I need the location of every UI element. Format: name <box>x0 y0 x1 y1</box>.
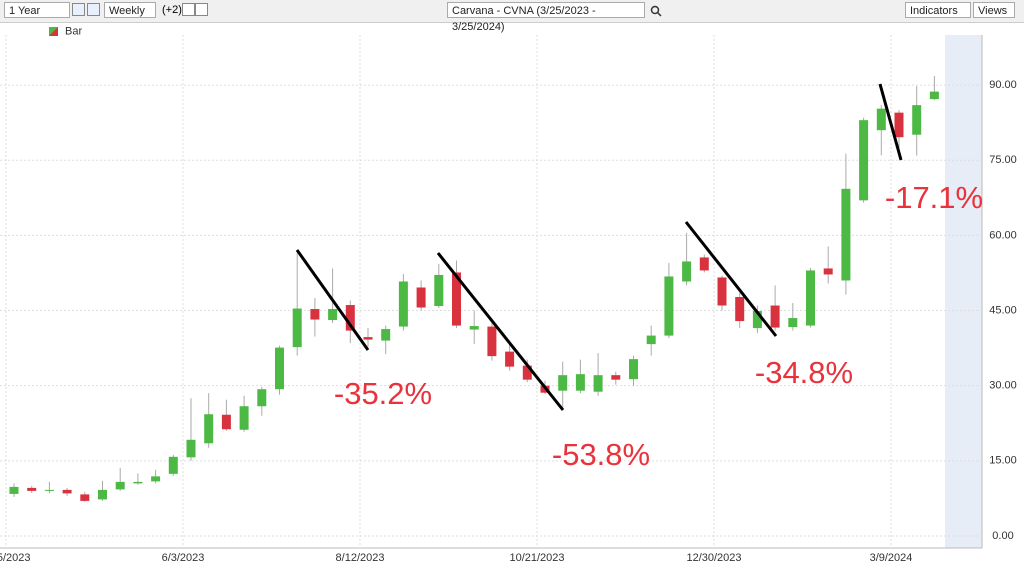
candle-body <box>9 486 19 494</box>
trend-lines <box>295 83 903 411</box>
candle-body <box>27 487 37 491</box>
candle-body <box>717 277 727 306</box>
candle-body <box>522 365 532 380</box>
candle-body <box>257 389 267 407</box>
candle-body <box>133 481 143 484</box>
trend-line <box>295 249 370 351</box>
candle-body <box>876 108 886 131</box>
candle-body <box>469 326 479 330</box>
candle-body <box>328 309 338 321</box>
candle-body <box>452 272 461 326</box>
candle-body <box>593 375 603 392</box>
annotation: -53.8% <box>552 437 650 472</box>
period-text: 1 Year <box>9 5 41 17</box>
indicators-text: Indicators <box>910 5 958 17</box>
remove-button[interactable] <box>195 3 208 16</box>
toolbar: 1 Year Weekly (+2) Carvana - CVNA (3/25/… <box>0 0 1024 33</box>
candle-body <box>823 268 833 275</box>
extra-text: (+2) <box>162 4 182 16</box>
candle-body <box>505 351 515 367</box>
candle-body <box>115 481 125 490</box>
annotation: -35.2% <box>334 376 432 411</box>
trend-line <box>684 221 778 337</box>
candle-body <box>929 91 939 100</box>
candle-body <box>398 281 408 327</box>
annotation: -17.1% <box>885 180 983 215</box>
candle-body <box>345 305 355 331</box>
views-text: Views <box>978 5 1008 17</box>
candle-body <box>434 274 444 307</box>
candle-body <box>912 105 922 135</box>
search-icon[interactable] <box>650 5 662 17</box>
x-tick-label: 10/21/2023 <box>509 552 564 564</box>
trend-line <box>878 83 903 161</box>
candle-body <box>80 494 90 501</box>
candle-body <box>735 297 745 322</box>
candle-body <box>186 439 196 458</box>
candle-body <box>682 261 692 282</box>
candle-body <box>806 270 815 326</box>
x-tick-label: 8/12/2023 <box>336 552 385 564</box>
future-shade <box>945 35 982 548</box>
candle-body <box>629 359 638 380</box>
y-tick-label: 75.00 <box>989 154 1017 166</box>
candle-body <box>44 489 54 491</box>
candle-body <box>646 335 656 345</box>
candle-body <box>558 375 568 391</box>
candle-body <box>292 308 302 348</box>
plot <box>0 35 982 548</box>
y-tick-label: 45.00 <box>989 304 1017 316</box>
candle-body <box>151 476 161 482</box>
indicators-button[interactable]: Indicators <box>905 2 971 18</box>
candle-body <box>204 414 214 444</box>
candle-body <box>381 329 391 341</box>
candle-body <box>841 188 851 281</box>
x-tick-label: 12/30/2023 <box>686 552 741 564</box>
candle-body <box>611 375 621 380</box>
candle-body <box>221 414 231 430</box>
candle-body <box>416 287 426 308</box>
y-tick-label: 0.00 <box>992 530 1013 542</box>
legend-label: Bar <box>65 25 82 37</box>
candle-body <box>168 456 178 474</box>
candle-body <box>239 406 249 430</box>
y-tick-label: 90.00 <box>989 79 1017 91</box>
candle-body <box>62 489 72 494</box>
add-button[interactable] <box>182 3 195 16</box>
candle-body <box>575 374 585 391</box>
trend-line <box>436 252 565 411</box>
period-select[interactable]: 1 Year <box>4 2 70 18</box>
candle-body <box>487 326 497 357</box>
zoom-in[interactable] <box>72 3 85 16</box>
candle-body <box>699 257 709 271</box>
annotation: -34.8% <box>755 355 853 390</box>
candle-body <box>859 120 869 201</box>
candle-body <box>664 276 674 336</box>
views-button[interactable]: Views <box>973 2 1015 18</box>
candle-body <box>752 311 762 329</box>
candle-body <box>310 309 320 320</box>
y-tick-label: 30.00 <box>989 380 1017 392</box>
zoom-out[interactable] <box>87 3 100 16</box>
x-tick-label: 6/3/2023 <box>162 552 205 564</box>
symbol-text: Carvana - CVNA (3/25/2023 - 3/25/2024) <box>452 5 596 33</box>
candle-body <box>788 318 798 328</box>
y-tick-label: 60.00 <box>989 229 1017 241</box>
candle-body <box>98 489 107 500</box>
candle-body <box>363 337 373 340</box>
x-tick-label: 3/9/2024 <box>870 552 913 564</box>
interval-text: Weekly <box>109 5 145 17</box>
x-tick-label: 3/25/2023 <box>0 552 30 564</box>
candle-body <box>894 112 904 138</box>
symbol-box[interactable]: Carvana - CVNA (3/25/2023 - 3/25/2024) <box>447 2 645 33</box>
candle-body <box>275 347 284 390</box>
candle-body <box>770 305 780 328</box>
legend-icon-down <box>49 27 58 36</box>
interval-select[interactable]: Weekly <box>104 2 156 18</box>
y-tick-label: 15.00 <box>989 455 1017 467</box>
